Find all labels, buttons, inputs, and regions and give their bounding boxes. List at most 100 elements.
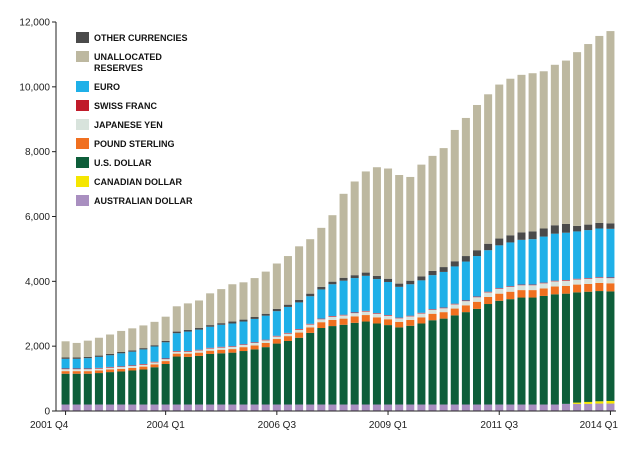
legend-item-euro: EURO — [76, 81, 120, 92]
bar-japanese-yen-39 — [495, 288, 504, 294]
bar-swiss-franc-34 — [439, 307, 448, 309]
bar-swiss-franc-21 — [295, 328, 304, 330]
bar-euro-46 — [573, 231, 582, 279]
bar-euro-21 — [295, 302, 304, 329]
bar-japanese-yen-15 — [228, 346, 237, 350]
bar-u-s-dollar-24 — [328, 326, 337, 405]
bar-euro-28 — [372, 279, 381, 314]
bar-australian-dollar-32 — [417, 404, 426, 411]
bar-other-currencies-2 — [83, 356, 92, 359]
legend-item-australian-dollar: AUSTRALIAN DOLLAR — [76, 195, 193, 206]
legend-label-canadian-dollar: CANADIAN DOLLAR — [94, 177, 182, 187]
bar-swiss-franc-45 — [561, 280, 570, 281]
bar-swiss-franc-14 — [217, 346, 226, 348]
bar-unallocated-reserves-47 — [584, 44, 593, 225]
bar-japanese-yen-35 — [450, 304, 459, 309]
bar-swiss-franc-29 — [384, 315, 393, 316]
bar-japanese-yen-16 — [239, 344, 248, 348]
y-tick-label: 2,000 — [25, 342, 50, 353]
bar-swiss-franc-27 — [361, 310, 370, 312]
bar-australian-dollar-3 — [94, 404, 103, 411]
bar-other-currencies-33 — [428, 270, 437, 276]
bar-u-s-dollar-36 — [461, 312, 470, 405]
bar-pound-sterling-22 — [306, 327, 315, 333]
bar-euro-10 — [172, 333, 181, 352]
bar-australian-dollar-36 — [461, 404, 470, 411]
bar-japanese-yen-18 — [261, 340, 270, 343]
bar-u-s-dollar-22 — [306, 332, 315, 405]
legend-item-canadian-dollar: CANADIAN DOLLAR — [76, 176, 182, 187]
bar-australian-dollar-28 — [372, 404, 381, 411]
bar-australian-dollar-12 — [195, 404, 204, 411]
bar-swiss-franc-26 — [350, 312, 359, 314]
bar-swiss-franc-2 — [83, 368, 92, 370]
bar-japanese-yen-2 — [83, 369, 92, 372]
bar-unallocated-reserves-28 — [372, 167, 381, 276]
bar-other-currencies-1 — [72, 357, 81, 359]
bar-swiss-franc-20 — [283, 332, 292, 334]
legend-swatch-unallocated-reserves — [76, 51, 89, 62]
bar-australian-dollar-47 — [584, 403, 593, 411]
bar-australian-dollar-24 — [328, 404, 337, 411]
y-tick-label: 4,000 — [25, 277, 50, 288]
bar-other-currencies-36 — [461, 256, 470, 262]
bar-swiss-franc-0 — [61, 368, 70, 370]
bar-swiss-franc-33 — [428, 309, 437, 310]
bar-japanese-yen-33 — [428, 309, 437, 314]
legend-item-u-s-dollar: U.S. DOLLAR — [76, 157, 152, 168]
bar-unallocated-reserves-19 — [272, 263, 281, 309]
bar-swiss-franc-13 — [206, 347, 215, 349]
bar-u-s-dollar-13 — [206, 353, 215, 405]
bar-other-currencies-40 — [506, 235, 515, 243]
bar-pound-sterling-47 — [584, 283, 593, 292]
bar-other-currencies-11 — [183, 329, 192, 332]
bar-swiss-franc-32 — [417, 312, 426, 314]
bar-other-currencies-12 — [195, 328, 204, 330]
bar-australian-dollar-18 — [261, 404, 270, 411]
bar-australian-dollar-39 — [495, 404, 504, 411]
bar-japanese-yen-11 — [183, 351, 192, 354]
bar-euro-33 — [428, 275, 437, 310]
bar-unallocated-reserves-1 — [72, 342, 81, 358]
bar-swiss-franc-18 — [261, 339, 270, 341]
bar-other-currencies-0 — [61, 357, 70, 359]
bar-other-currencies-25 — [339, 277, 348, 281]
bar-pound-sterling-45 — [561, 285, 570, 294]
bar-euro-12 — [195, 329, 204, 350]
bar-other-currencies-45 — [561, 223, 570, 233]
bar-u-s-dollar-12 — [195, 355, 204, 405]
bar-euro-6 — [128, 351, 137, 366]
x-tick-label: 2004 Q1 — [146, 420, 185, 431]
bar-u-s-dollar-17 — [250, 349, 259, 405]
bar-u-s-dollar-1 — [72, 373, 81, 405]
bar-australian-dollar-27 — [361, 404, 370, 411]
bar-pound-sterling-48 — [595, 282, 604, 292]
bar-unallocated-reserves-25 — [339, 193, 348, 278]
bar-other-currencies-47 — [584, 224, 593, 231]
bar-australian-dollar-35 — [450, 404, 459, 411]
bar-australian-dollar-46 — [573, 403, 582, 411]
bar-euro-42 — [528, 239, 537, 285]
bar-unallocated-reserves-3 — [94, 337, 103, 356]
bar-u-s-dollar-3 — [94, 373, 103, 405]
legend-swatch-euro — [76, 81, 89, 92]
bar-euro-2 — [83, 358, 92, 369]
bar-pound-sterling-23 — [317, 322, 326, 329]
legend-item-swiss-franc: SWISS FRANC — [76, 100, 158, 111]
bar-swiss-franc-16 — [239, 344, 248, 345]
bar-japanese-yen-27 — [361, 311, 370, 316]
bar-pound-sterling-32 — [417, 317, 426, 324]
bar-swiss-franc-48 — [595, 277, 604, 278]
bar-japanese-yen-13 — [206, 348, 215, 351]
bar-swiss-franc-44 — [550, 280, 559, 282]
bar-u-s-dollar-21 — [295, 337, 304, 405]
bar-other-currencies-15 — [228, 321, 237, 324]
bar-euro-19 — [272, 311, 281, 336]
bar-australian-dollar-2 — [83, 404, 92, 411]
bar-japanese-yen-6 — [128, 365, 137, 368]
bar-euro-44 — [550, 233, 559, 281]
bar-australian-dollar-11 — [183, 404, 192, 411]
bars-layer — [61, 31, 615, 411]
bar-unallocated-reserves-26 — [350, 181, 359, 276]
x-tick-label: 2001 Q4 — [30, 420, 69, 431]
